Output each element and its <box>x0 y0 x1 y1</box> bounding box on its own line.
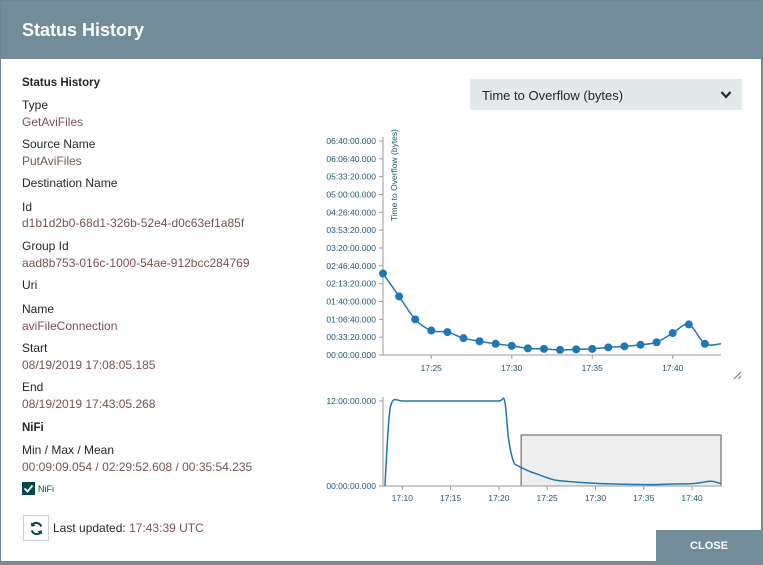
source-name-label: Source Name <box>22 137 96 151</box>
last-updated: Last updated: 17:43:39 UTC <box>53 521 204 535</box>
min-max-mean-label: Min / Max / Mean <box>22 443 115 457</box>
close-button[interactable]: CLOSE <box>656 530 762 563</box>
data-point <box>684 320 693 329</box>
dialog-header: Status History <box>1 1 761 59</box>
group-id-value: aad8b753-016c-1000-54ae-912bcc284769 <box>22 256 250 270</box>
x-tick-label: 17:30 <box>585 493 607 503</box>
data-point <box>427 326 436 335</box>
data-point <box>700 339 709 348</box>
destination-name-label: Destination Name <box>22 176 118 190</box>
data-point <box>395 292 404 301</box>
id-label: Id <box>22 200 33 214</box>
series-line <box>383 273 721 351</box>
y-tick-label: 03:20:00.000 <box>326 243 376 253</box>
data-point <box>572 345 581 354</box>
resize-handle-icon[interactable] <box>733 371 742 380</box>
start-label: Start <box>22 341 48 355</box>
y-tick-label: 00:00:00.000 <box>326 481 376 491</box>
metric-select-value: Time to Overflow (bytes) <box>482 88 624 103</box>
y-tick-label: 06:06:40.000 <box>326 154 376 164</box>
x-tick-label: 17:30 <box>501 363 523 373</box>
x-tick-label: 17:40 <box>681 493 703 503</box>
x-tick-label: 17:15 <box>440 493 462 503</box>
data-point <box>556 345 565 354</box>
y-tick-label: 02:13:20.000 <box>326 279 376 289</box>
end-label: End <box>22 380 44 394</box>
y-tick-label: 01:06:40.000 <box>326 314 376 324</box>
y-tick-label: 03:53:20.000 <box>326 225 376 235</box>
source-name-value: PutAviFiles <box>22 154 82 168</box>
data-point <box>620 342 629 351</box>
x-tick-label: 17:25 <box>537 493 559 503</box>
data-point <box>443 328 452 337</box>
detail-chart[interactable]: 00:00:00.000 00:33:20.000 01:06:40.000 01:4… <box>301 119 746 384</box>
x-tick-label: 17:40 <box>662 363 684 373</box>
y-tick-label: 06:40:00.000 <box>326 136 376 146</box>
check-icon <box>23 484 34 493</box>
y-tick-label: 05:33:20.000 <box>326 172 376 182</box>
overview-chart[interactable]: 00:00:00.000 12:00:00.000 17:10 17:15 17:20 1… <box>301 389 731 509</box>
refresh-button[interactable] <box>23 515 49 541</box>
data-point <box>604 343 613 352</box>
data-point <box>668 329 677 338</box>
x-tick-label: 17:25 <box>421 363 443 373</box>
data-point <box>379 269 387 278</box>
id-value: d1b1d2b0-68d1-326b-52e4-d0c63ef1a85f <box>22 216 245 230</box>
details-heading: Status History <box>22 77 100 89</box>
nifi-checkbox[interactable] <box>22 482 35 495</box>
data-point <box>491 339 500 348</box>
data-point <box>475 337 484 346</box>
y-tick-label: 01:40:00.000 <box>326 297 376 307</box>
type-value: GetAviFiles <box>22 115 84 129</box>
name-label: Name <box>22 302 55 316</box>
nifi-checkbox-label[interactable]: NiFi <box>38 484 54 494</box>
data-point <box>523 344 532 353</box>
overview-series-line <box>384 397 722 487</box>
group-id-label: Group Id <box>22 239 69 253</box>
type-label: Type <box>22 98 49 112</box>
x-tick-label: 17:35 <box>633 493 655 503</box>
nifi-heading: NiFi <box>22 422 44 434</box>
y-tick-label: 05:00:00.000 <box>326 190 376 200</box>
y-tick-label: 04:26:40.000 <box>326 207 376 217</box>
y-axis-label: Time to Overflow (bytes) <box>389 129 399 221</box>
x-tick-label: 17:20 <box>488 493 510 503</box>
data-point <box>459 334 468 343</box>
y-tick-label: 00:00:00.000 <box>326 350 376 360</box>
metric-select[interactable]: Time to Overflow (bytes) <box>470 79 742 110</box>
x-tick-label: 17:35 <box>582 363 604 373</box>
uri-label: Uri <box>22 278 38 292</box>
refresh-icon <box>30 521 43 536</box>
data-point <box>588 344 597 353</box>
y-tick-label: 00:33:20.000 <box>326 332 376 342</box>
last-updated-time: 17:43:39 UTC <box>129 521 204 535</box>
y-tick-label: 12:00:00.000 <box>326 396 376 406</box>
name-value: aviFileConnection <box>22 319 118 333</box>
data-point <box>411 315 420 324</box>
data-point <box>507 341 516 350</box>
dialog-title: Status History <box>22 20 145 40</box>
chevron-down-icon <box>720 91 732 99</box>
x-tick-label: 17:10 <box>392 493 414 503</box>
data-point <box>636 340 645 349</box>
data-point <box>539 344 548 353</box>
min-max-mean-value: 00:09:09.054 / 02:29:52.608 / 00:35:54.2… <box>22 460 253 474</box>
y-tick-label: 02:46:40.000 <box>326 261 376 271</box>
start-value: 08/19/2019 17:08:05.185 <box>22 358 156 372</box>
last-updated-label: Last updated: <box>53 521 126 535</box>
end-value: 08/19/2019 17:43:05.268 <box>22 397 156 411</box>
data-point <box>652 338 661 347</box>
brush-selection[interactable] <box>520 434 722 487</box>
